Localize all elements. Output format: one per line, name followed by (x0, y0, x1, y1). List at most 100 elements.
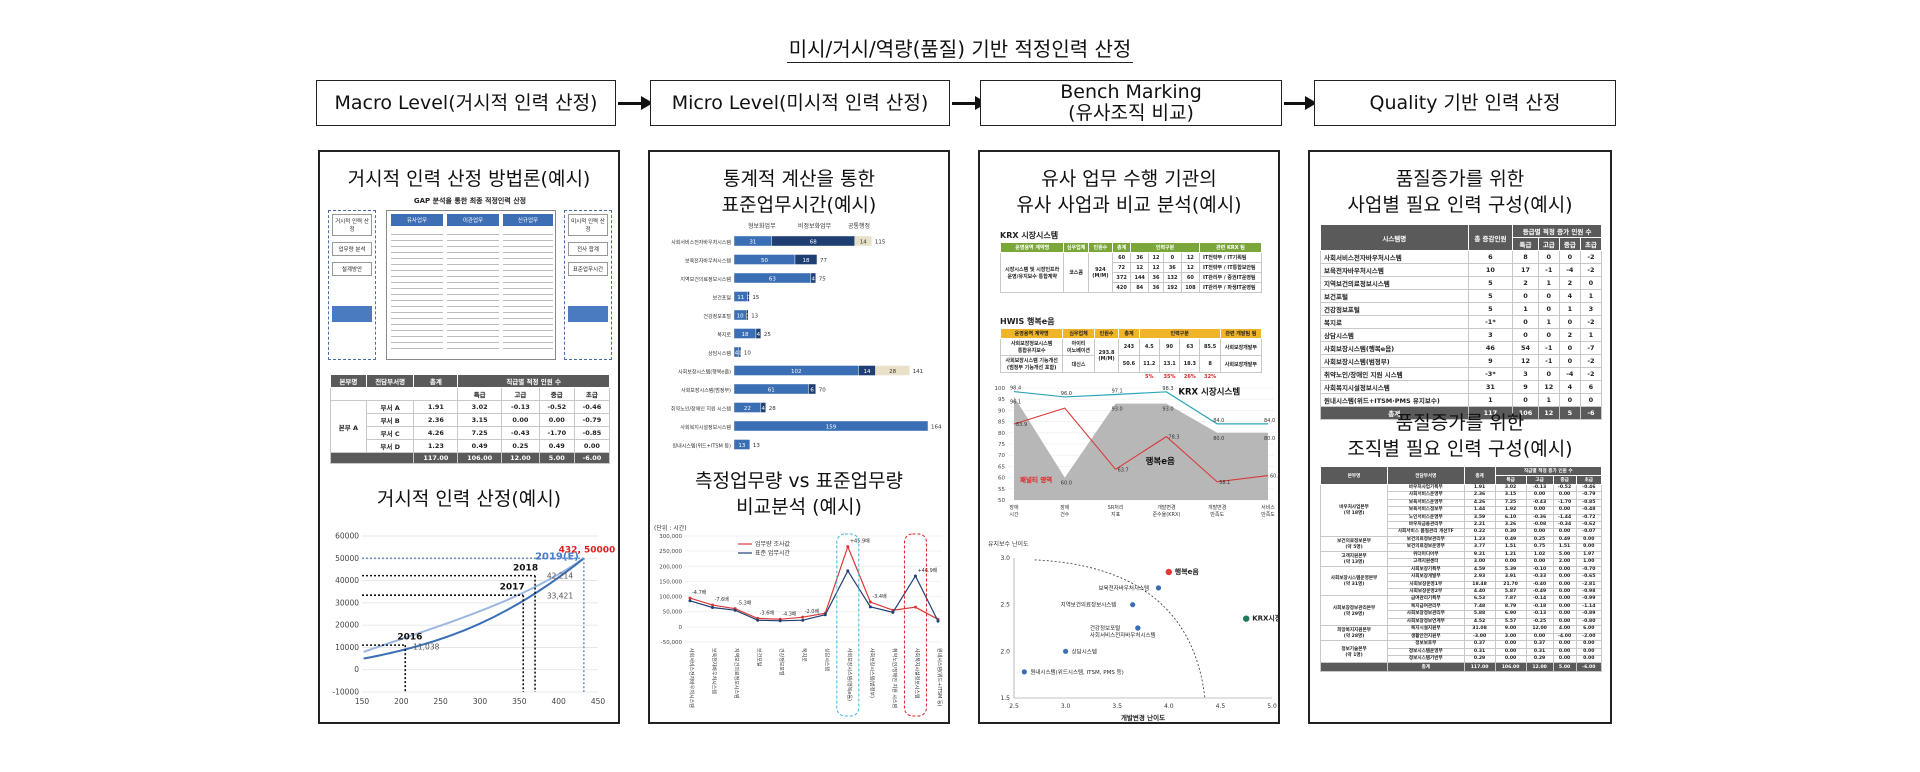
red-value-label: 63.7 (1118, 467, 1129, 473)
table-row: 사회복지시설정보시스템 31 9 12 4 6 (1320, 380, 1603, 394)
stage-bench-label: Bench Marking (유사조직 비교) (1060, 81, 1202, 124)
bar-value-label: 13 (738, 443, 745, 449)
y-tick-label: 70 (998, 453, 1005, 459)
mt-sub: 고급 (501, 387, 540, 401)
table-cell: 12.00 (1525, 625, 1554, 634)
table-cell: 4.52 (1463, 617, 1496, 627)
table-cell: 0.00 (1552, 617, 1577, 627)
krx-cell: IT전략부 / IT기획팀 (1198, 252, 1263, 263)
bar-value-label: 1 (738, 351, 742, 357)
table-cell: 사회서비스운영부 (1387, 491, 1465, 500)
table-cell: 사회보장기획부 (1387, 565, 1465, 575)
krx-header: 총계 (1112, 242, 1132, 253)
line-standard-point (801, 618, 805, 622)
bar-segment (733, 420, 929, 432)
y-tick-label: 60000 (335, 532, 359, 541)
y-tick-label: 90 (998, 408, 1005, 414)
table-cell: -1 (1537, 341, 1560, 355)
table-cell: 4.59 (1463, 565, 1496, 575)
method-left-1: 업무량 분석 (332, 242, 372, 256)
bar-value-label: 31 (749, 240, 756, 246)
krx-cell: 0 (1162, 252, 1182, 263)
table-cell: 4.26 (413, 426, 459, 440)
table-cell: 7.25 (1494, 498, 1527, 508)
krx-value-label: 98.3 (1162, 386, 1173, 392)
table-cell: 3.77 (1463, 543, 1496, 552)
table-cell: 복지시설지원부 (1387, 625, 1465, 634)
table-cell: 사회보장운영2부 (1387, 588, 1465, 597)
point-value-label: 33,421 (547, 591, 573, 600)
table-cell: -0.43 (501, 426, 540, 440)
table-cell: 0.00 (1552, 654, 1577, 664)
table-cell: 0 (1558, 393, 1581, 407)
scatter-point-label: 지역보건의료정보시스템 (1061, 601, 1117, 609)
x-category-label: SR처리 (1108, 504, 1124, 511)
hwis-cell: 대신스 (1062, 355, 1095, 373)
x-category-label: 건수 (1060, 511, 1070, 518)
bar-segment (745, 309, 749, 321)
hwis-header: 총계 (1118, 328, 1140, 339)
table-cell: -0.85 (573, 426, 611, 440)
hwis-cell: 4.5 (1138, 338, 1160, 356)
table-cell: 1.02 (1525, 550, 1554, 560)
bar-segment (738, 346, 742, 358)
krx-cell: IT전략부 / IT통합보안팀 (1198, 262, 1263, 273)
bar-segment (810, 272, 816, 284)
y-tick-label: 55 (998, 487, 1005, 493)
table-cell: -0.85 (1575, 498, 1603, 508)
table-cell: 0 (1512, 315, 1539, 329)
y-tick-label: 30000 (335, 598, 359, 607)
y-tick-label: 2.5 (1000, 602, 1010, 609)
stage-micro-label: Micro Level(미시적 인력 산정) (671, 91, 929, 114)
y-tick-label: 40000 (335, 576, 359, 585)
hwis-cell: 293.8 (M/M) (1093, 338, 1120, 373)
method-col-2-body (503, 229, 553, 349)
krx-cell: 132 (1162, 272, 1182, 283)
q2-h0: 본부명 (1319, 466, 1389, 485)
krx-cell: 924 (M/M) (1087, 252, 1114, 293)
method-col-1-label: 이관업무 (447, 214, 499, 226)
table-cell: 12.00 (501, 452, 540, 464)
hwis-cell: 13.1 (1158, 355, 1181, 373)
table-cell: 생활안전지원부 (1387, 632, 1465, 642)
table-cell: -0.65 (1575, 573, 1603, 582)
table-cell: 7.25 (457, 426, 503, 440)
hwis-cell: 85.5 (1199, 338, 1221, 356)
table-cell: -3.00 (1463, 632, 1496, 642)
group-cell: 고객지원본부 (약 13명) (1319, 550, 1389, 567)
highlight-box-blue (836, 533, 860, 717)
method-col-0-body (391, 229, 443, 349)
table-cell: 3.02 (457, 400, 503, 414)
table-cell: 0.00 (1525, 528, 1554, 537)
table-cell: 부서 B (365, 413, 415, 427)
table-cell: 0.00 (1552, 491, 1577, 500)
table-cell: 0.49 (1552, 535, 1577, 545)
bar-total-label: 141 (913, 369, 924, 375)
bar-category-label: 건강정보포털 (703, 313, 731, 320)
table-cell: 5.39 (1494, 565, 1527, 575)
bar-legend-item: 형보화업무 (748, 222, 776, 230)
hwis-cell: 8 (1199, 355, 1221, 373)
table-cell: 노인서비스운영부 (1387, 513, 1465, 523)
krx-value-label: 98.4 (1010, 386, 1021, 392)
x-category-label: 지표 (1111, 511, 1121, 518)
ratio-annotation: -3.6배 (760, 609, 775, 616)
table-cell: 54 (1512, 341, 1539, 355)
bar-value-label: 0 (747, 295, 751, 301)
y-tick-label: 50 (998, 498, 1005, 504)
y-tick-label: 200,000 (659, 564, 682, 570)
bar-value-label: 14 (863, 369, 870, 375)
table-cell: -0.36 (1525, 513, 1554, 523)
table-cell: 6.00 (1575, 625, 1603, 634)
krx-cell: 36 (1148, 272, 1164, 283)
table-cell: 0 (1537, 302, 1560, 316)
table-cell: 0.00 (1552, 506, 1577, 515)
penalty-label: 패널티 영역 (1020, 475, 1052, 484)
table-cell: 3.91 (1494, 573, 1527, 582)
table-cell: 사회복지시설정보시스템 (1320, 380, 1469, 394)
x-tick-label: 3.0 (1061, 703, 1071, 710)
bar-value-label: 18 (741, 332, 748, 338)
table-cell: 복지로 (1320, 315, 1469, 329)
line-standard-point (846, 569, 850, 573)
table-cell: 0.30 (1494, 528, 1527, 537)
